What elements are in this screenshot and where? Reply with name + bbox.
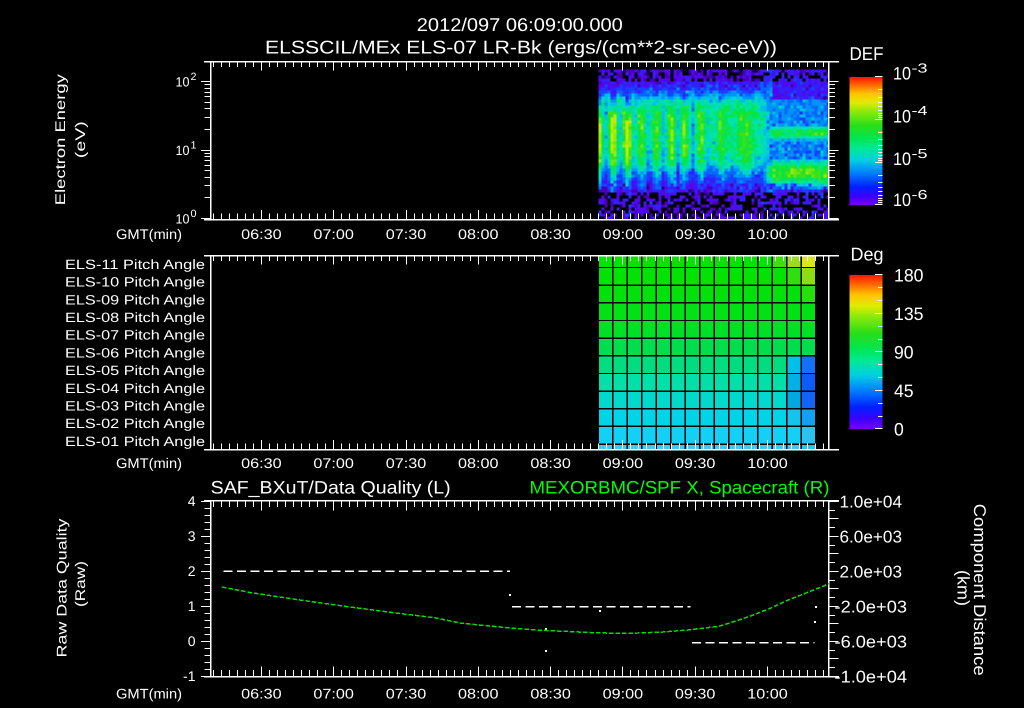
svg-text:GMT(min): GMT(min) xyxy=(116,455,182,471)
svg-text:08:30: 08:30 xyxy=(530,686,571,702)
svg-text:10: 10 xyxy=(893,149,911,169)
svg-text:07:30: 07:30 xyxy=(386,686,427,702)
svg-text:10: 10 xyxy=(176,74,190,89)
svg-text:10:00: 10:00 xyxy=(747,455,788,471)
svg-text:-1.0e+04: -1.0e+04 xyxy=(835,667,908,686)
svg-text:08:00: 08:00 xyxy=(458,226,499,242)
svg-text:(eV): (eV) xyxy=(72,121,88,158)
svg-text:09:00: 09:00 xyxy=(603,686,644,702)
svg-text:09:00: 09:00 xyxy=(603,455,644,471)
svg-text:-1: -1 xyxy=(183,668,196,684)
svg-text:-6: -6 xyxy=(912,187,928,202)
svg-text:ELS-02 Pitch Angle: ELS-02 Pitch Angle xyxy=(65,416,205,431)
svg-text:08:00: 08:00 xyxy=(458,455,499,471)
svg-text:180: 180 xyxy=(894,265,924,285)
svg-text:10:00: 10:00 xyxy=(747,226,788,242)
svg-text:Electron Energy: Electron Energy xyxy=(52,74,68,205)
svg-text:09:30: 09:30 xyxy=(675,686,716,702)
svg-text:-5: -5 xyxy=(912,146,928,161)
svg-text:08:30: 08:30 xyxy=(530,455,571,471)
svg-text:ELS-11 Pitch Angle: ELS-11 Pitch Angle xyxy=(65,257,205,272)
svg-text:3: 3 xyxy=(188,528,196,544)
svg-text:07:30: 07:30 xyxy=(386,226,427,242)
svg-text:10:00: 10:00 xyxy=(747,686,788,702)
svg-text:4: 4 xyxy=(188,493,196,509)
svg-text:MEXORBMC/SPF X, Spacecraft (R): MEXORBMC/SPF X, Spacecraft (R) xyxy=(530,478,830,498)
svg-text:ELSSCIL/MEx ELS-07 LR-Bk (erg: ELSSCIL/MEx ELS-07 LR-Bk (ergs/(cm**2-sr… xyxy=(265,36,777,57)
svg-text:ELS-03 Pitch Angle: ELS-03 Pitch Angle xyxy=(65,399,205,414)
svg-text:(km): (km) xyxy=(954,570,973,606)
svg-text:DEF: DEF xyxy=(850,43,884,64)
svg-text:06:30: 06:30 xyxy=(241,226,282,242)
svg-text:10: 10 xyxy=(176,211,190,226)
svg-text:09:30: 09:30 xyxy=(675,226,716,242)
svg-text:90: 90 xyxy=(894,342,914,362)
svg-text:09:30: 09:30 xyxy=(675,455,716,471)
svg-text:2.0e+03: 2.0e+03 xyxy=(840,562,903,581)
svg-text:2: 2 xyxy=(188,563,196,579)
svg-text:1: 1 xyxy=(188,598,196,614)
svg-text:2: 2 xyxy=(191,71,197,83)
svg-text:ELS-01 Pitch Angle: ELS-01 Pitch Angle xyxy=(65,434,205,449)
svg-text:ELS-10 Pitch Angle: ELS-10 Pitch Angle xyxy=(65,275,205,290)
svg-text:Raw Data Quality: Raw Data Quality xyxy=(54,519,70,658)
svg-text:6.0e+03: 6.0e+03 xyxy=(840,527,903,546)
svg-text:Deg: Deg xyxy=(851,243,884,264)
svg-text:GMT(min): GMT(min) xyxy=(116,226,182,242)
svg-text:10: 10 xyxy=(893,190,911,210)
svg-text:2012/097 06:09:00.000: 2012/097 06:09:00.000 xyxy=(417,14,623,35)
svg-text:GMT(min): GMT(min) xyxy=(116,686,182,702)
svg-text:(Raw): (Raw) xyxy=(72,561,88,607)
svg-text:07:00: 07:00 xyxy=(313,686,354,702)
svg-text:ELS-07 Pitch Angle: ELS-07 Pitch Angle xyxy=(65,328,205,343)
svg-text:-6.0e+03: -6.0e+03 xyxy=(835,632,908,651)
svg-text:1: 1 xyxy=(191,140,197,152)
svg-text:1.0e+04: 1.0e+04 xyxy=(840,492,903,511)
svg-text:10: 10 xyxy=(893,106,911,126)
svg-text:45: 45 xyxy=(894,381,914,401)
svg-text:0: 0 xyxy=(188,633,196,649)
svg-text:09:00: 09:00 xyxy=(603,226,644,242)
svg-text:0: 0 xyxy=(894,419,904,439)
svg-text:06:30: 06:30 xyxy=(241,686,282,702)
svg-text:Component Distance: Component Distance xyxy=(970,504,989,676)
svg-text:07:30: 07:30 xyxy=(386,455,427,471)
svg-text:-4: -4 xyxy=(912,103,928,118)
svg-text:0: 0 xyxy=(191,208,197,220)
svg-text:SAF_BXuT/Data Quality (L): SAF_BXuT/Data Quality (L) xyxy=(211,478,451,498)
svg-text:08:30: 08:30 xyxy=(530,226,571,242)
svg-text:07:00: 07:00 xyxy=(313,226,354,242)
svg-text:ELS-06 Pitch Angle: ELS-06 Pitch Angle xyxy=(65,345,205,360)
svg-text:ELS-04 Pitch Angle: ELS-04 Pitch Angle xyxy=(65,381,205,396)
svg-text:10: 10 xyxy=(176,143,190,158)
svg-text:07:00: 07:00 xyxy=(313,455,354,471)
svg-text:10: 10 xyxy=(893,64,911,84)
svg-text:135: 135 xyxy=(894,304,924,324)
svg-text:06:30: 06:30 xyxy=(241,455,282,471)
svg-text:08:00: 08:00 xyxy=(458,686,499,702)
svg-text:ELS-05 Pitch Angle: ELS-05 Pitch Angle xyxy=(65,363,205,378)
svg-text:ELS-09 Pitch Angle: ELS-09 Pitch Angle xyxy=(65,292,205,307)
svg-text:-3: -3 xyxy=(912,61,928,76)
svg-text:-2.0e+03: -2.0e+03 xyxy=(835,597,908,616)
svg-text:ELS-08 Pitch Angle: ELS-08 Pitch Angle xyxy=(65,310,205,325)
